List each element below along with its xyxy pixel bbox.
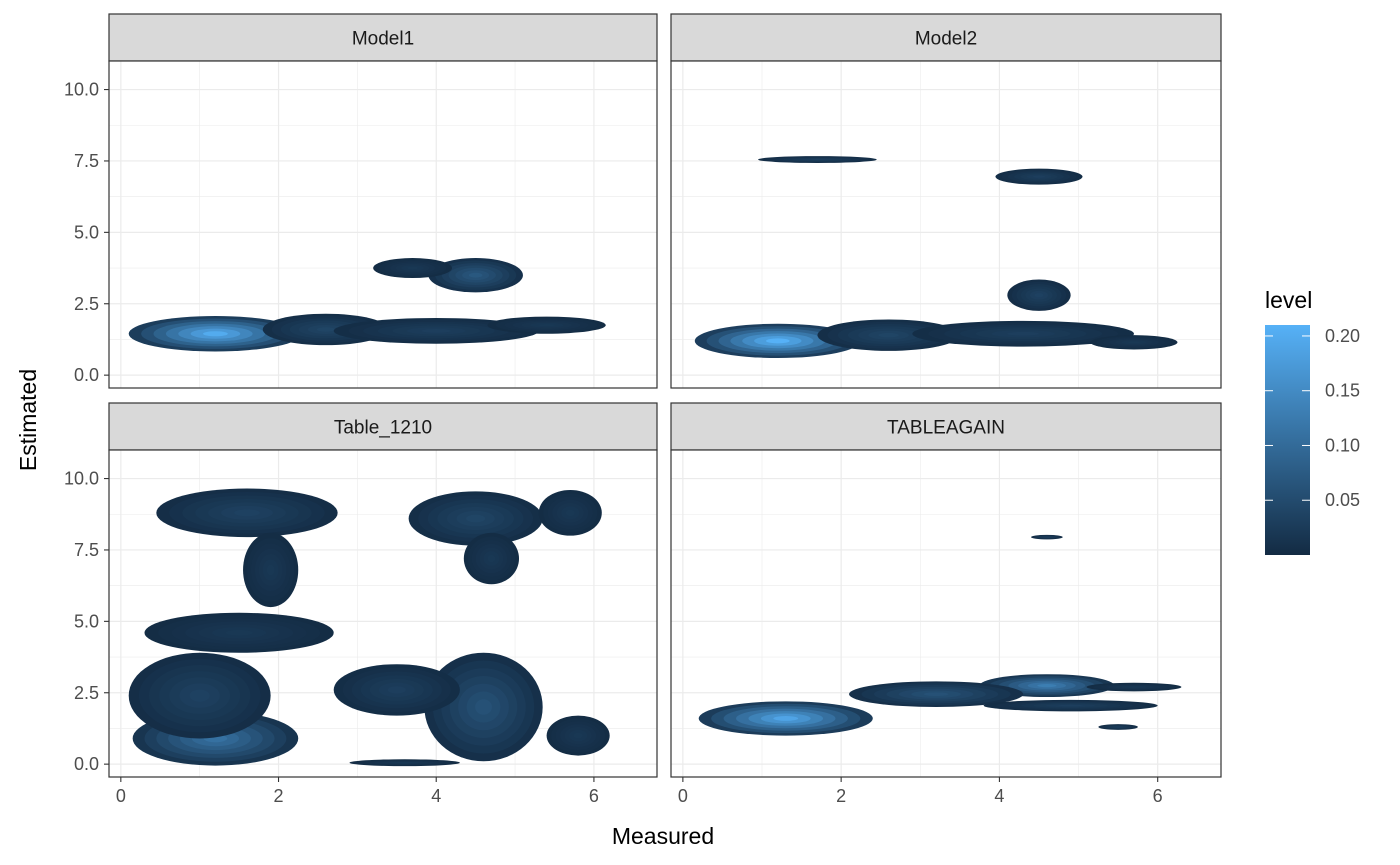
legend-tick-label: 0.20 (1325, 326, 1360, 346)
facet-strip (670, 13, 1222, 62)
x-tick-label: 2 (836, 786, 846, 806)
facet-Model1: Model1 0.0 2.5 5.0 7.5 10.0 (64, 13, 658, 389)
density-contour (1127, 341, 1141, 344)
legend: level 0.05 0.10 0.15 0.20 (1265, 287, 1360, 555)
density-contour (225, 629, 253, 636)
x-tick-label: 6 (1153, 786, 1163, 806)
panel-border (108, 449, 658, 778)
density-contour (565, 509, 575, 517)
panel-border (108, 60, 658, 389)
density-contour (765, 338, 790, 344)
density-contour (487, 554, 496, 563)
x-tick-label: 6 (589, 786, 599, 806)
facet-TABLEAGAIN: TABLEAGAIN 0 2 4 6 (670, 402, 1222, 806)
legend-ticks: 0.05 0.10 0.15 0.20 (1265, 326, 1360, 510)
facet-Table_1210: Table_1210 0.0 2.5 5.0 7.5 10.0 0 2 4 6 (64, 402, 658, 806)
facet-strip (108, 402, 658, 451)
y-tick-label: 10.0 (64, 80, 99, 100)
x-axis-title: Measured (612, 823, 714, 849)
legend-title: level (1265, 287, 1312, 313)
y-tick-label: 0.0 (74, 365, 99, 385)
y-tick-label: 5.0 (74, 222, 99, 242)
density-contour (923, 692, 949, 697)
x-tick-label: 4 (994, 786, 1004, 806)
y-tick-label: 10.0 (64, 469, 99, 489)
density-contour (234, 509, 260, 517)
x-tick-label: 2 (274, 786, 284, 806)
density-contour (387, 686, 406, 694)
density-contour (1007, 331, 1039, 336)
legend-colorbar (1265, 325, 1310, 555)
legend-tick-label: 0.10 (1325, 435, 1360, 455)
density-regions (698, 534, 1182, 736)
y-axis-title: Estimated (15, 369, 41, 471)
density-regions (694, 156, 1178, 359)
density-contour (466, 514, 486, 523)
density-contour (878, 332, 899, 338)
facet-panels: Model1 0.0 2.5 5.0 7.5 10.0 Model2 Table_1210 0.… (64, 13, 1222, 806)
density-contour (266, 564, 275, 576)
density-contour (538, 323, 556, 327)
density-contour (1115, 726, 1121, 728)
density-contour (1058, 704, 1084, 707)
density-contour (475, 699, 492, 715)
density-contour (1044, 536, 1050, 538)
y-tick-label: 5.0 (74, 611, 99, 631)
y-tick-label: 7.5 (74, 151, 99, 171)
facet-Model2: Model2 (670, 13, 1222, 389)
density-contour (1034, 292, 1044, 298)
density-contour (421, 329, 451, 333)
density-contour (468, 272, 483, 278)
x-tick-label: 4 (431, 786, 441, 806)
facet-strip-label: Table_1210 (334, 418, 432, 439)
legend-tick-label: 0.05 (1325, 490, 1360, 510)
y-tick-label: 7.5 (74, 540, 99, 560)
y-tick-label: 0.0 (74, 754, 99, 774)
density-contour (396, 762, 413, 764)
panel-border (670, 449, 1222, 778)
density-contour (316, 327, 335, 332)
density-contour (1032, 175, 1046, 178)
panel-border (670, 60, 1222, 389)
density-contour (1127, 686, 1141, 688)
density-contour (773, 716, 799, 721)
legend-tick-label: 0.15 (1325, 381, 1360, 401)
x-tick-label: 0 (116, 786, 126, 806)
y-tick-label: 2.5 (74, 294, 99, 314)
density-regions (128, 258, 606, 352)
x-tick-label: 0 (678, 786, 688, 806)
density-contour (189, 689, 210, 702)
facet-strip (108, 13, 658, 62)
density-regions (128, 488, 610, 767)
density-contour (203, 331, 228, 337)
density-contour (808, 159, 826, 161)
density-contour (406, 266, 419, 270)
y-tick-label: 2.5 (74, 683, 99, 703)
facet-strip-label: Model2 (915, 29, 977, 50)
density-contour (573, 732, 583, 739)
facet-strip-label: TABLEAGAIN (887, 418, 1005, 439)
facet-strip-label: Model1 (352, 29, 414, 50)
density-contour (1037, 683, 1057, 688)
